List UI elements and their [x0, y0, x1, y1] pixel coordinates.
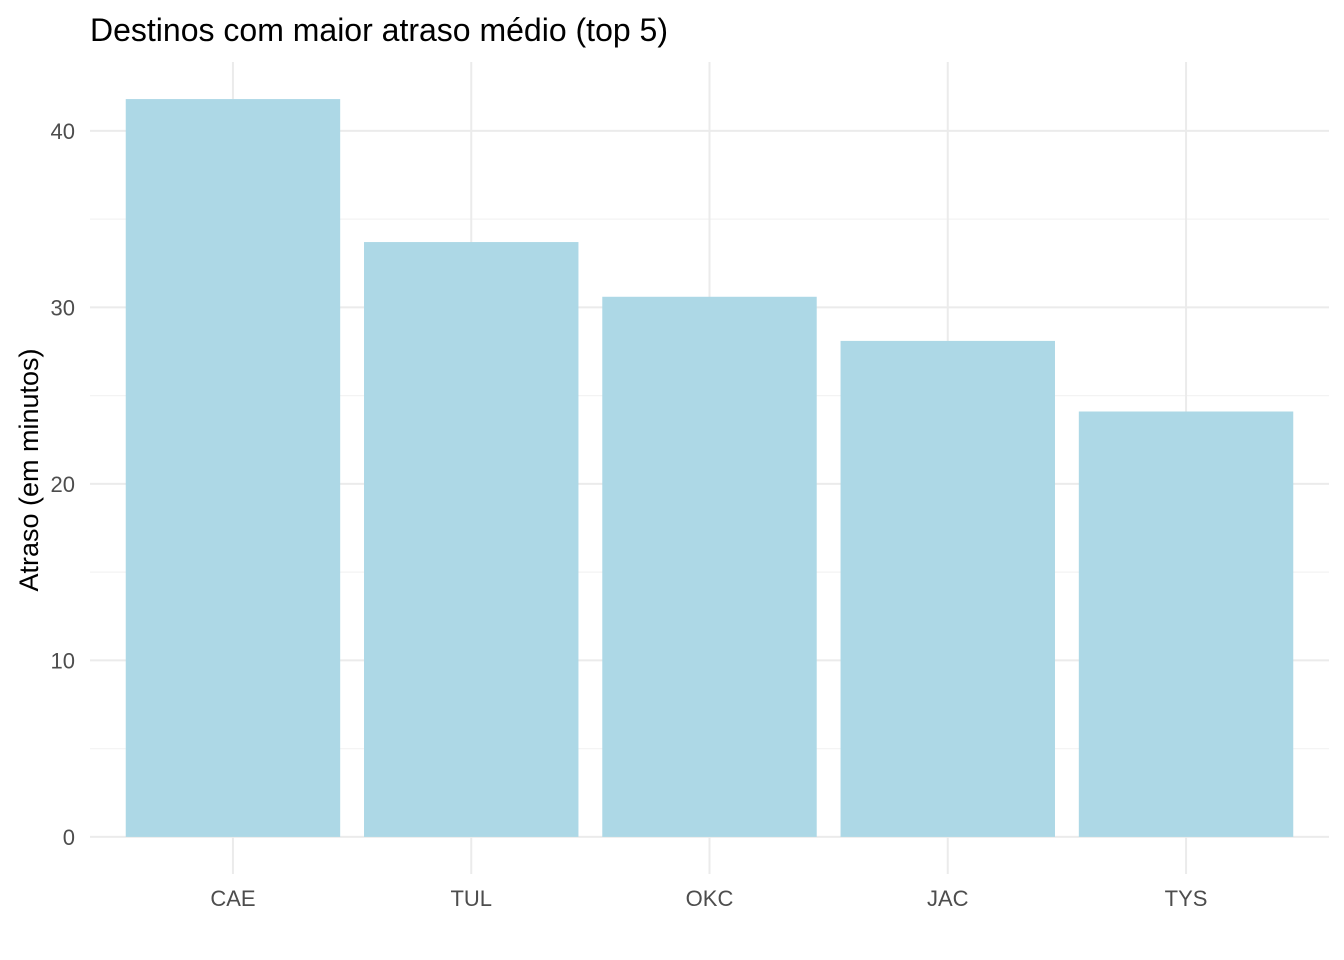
x-tick-label: OKC	[686, 886, 734, 911]
bar-okc	[602, 296, 817, 837]
y-tick-label: 30	[51, 295, 75, 320]
y-axis-ticks: 0 10 20 30 40	[51, 119, 75, 850]
bar-tys	[1078, 411, 1294, 837]
x-axis-ticks: CAE TUL OKC JAC TYS	[210, 886, 1207, 911]
x-tick-label: JAC	[927, 886, 969, 911]
y-tick-label: 40	[51, 119, 75, 144]
bar-jac	[840, 340, 1055, 837]
x-tick-label: CAE	[210, 886, 255, 911]
y-tick-label: 10	[51, 648, 75, 673]
bar-cae	[125, 99, 341, 837]
y-axis-label: Atraso (em minutos)	[14, 348, 44, 591]
y-tick-label: 20	[51, 472, 75, 497]
x-tick-label: TYS	[1165, 886, 1208, 911]
bar-tul	[364, 242, 579, 837]
y-tick-label: 0	[63, 825, 75, 850]
bars	[125, 99, 1294, 837]
x-tick-label: TUL	[450, 886, 492, 911]
chart-title: Destinos com maior atraso médio (top 5)	[90, 12, 668, 48]
